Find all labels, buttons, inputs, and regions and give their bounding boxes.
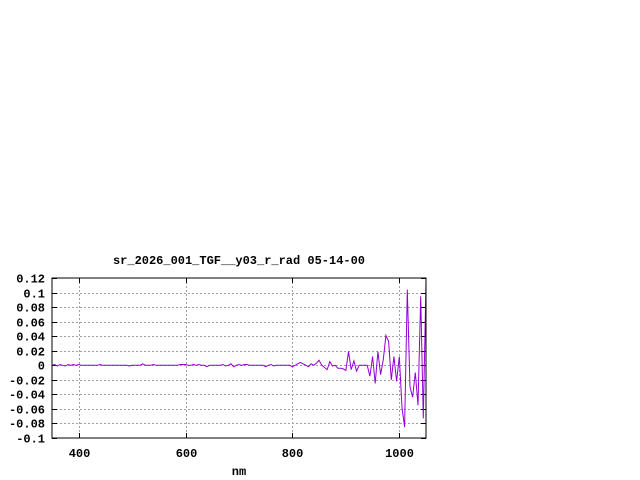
x-tick-label: 600 — [176, 447, 198, 461]
chart-title: sr_2026_001_TGF__y03_r_rad 05-14-00 — [113, 254, 365, 268]
y-tick-label: 0.04 — [16, 331, 45, 345]
y-tick-label: -0.06 — [9, 404, 45, 418]
y-tick-label: 0.1 — [23, 288, 45, 302]
y-tick-label: 0.08 — [16, 302, 45, 316]
y-tick-label: -0.1 — [16, 433, 45, 447]
y-axis: 0.120.10.080.060.040.020-0.02-0.04-0.06-… — [9, 273, 426, 447]
x-tick-label: 1000 — [385, 447, 414, 461]
grid — [52, 278, 426, 438]
y-tick-label: 0.06 — [16, 317, 45, 331]
series-group — [51, 281, 427, 428]
x-axis-label: nm — [232, 465, 246, 479]
y-tick-label: 0.02 — [16, 346, 45, 360]
series-line — [51, 281, 427, 428]
y-tick-label: -0.08 — [9, 418, 45, 432]
y-tick-label: -0.02 — [9, 375, 45, 389]
plot-border — [51, 277, 427, 439]
x-tick-label: 800 — [282, 447, 304, 461]
y-tick-label: 0.12 — [16, 273, 45, 287]
x-axis: 400 600 800 1000 — [69, 278, 414, 461]
x-tick-label: 400 — [69, 447, 91, 461]
y-tick-label: -0.04 — [9, 389, 45, 403]
y-tick-label: 0 — [38, 360, 45, 374]
